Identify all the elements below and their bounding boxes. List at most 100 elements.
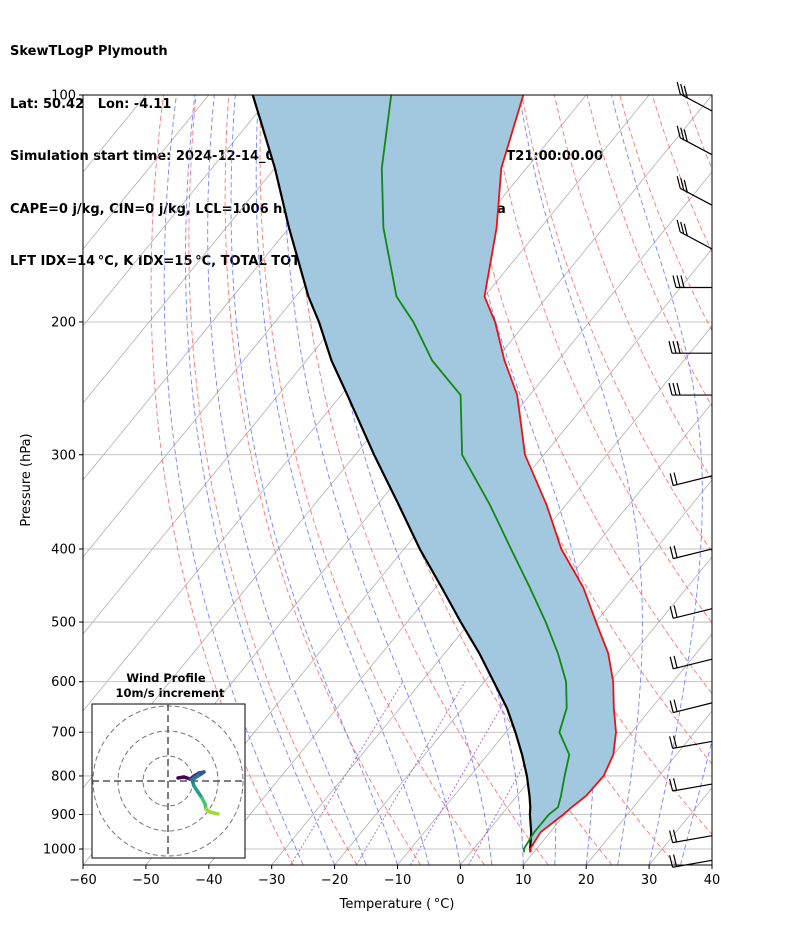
dry-adiabat — [619, 95, 712, 332]
dewpoint-line — [380, 95, 571, 853]
wind-barb-feather — [669, 700, 674, 713]
parcel-profile-line — [251, 95, 533, 853]
y-tick-label: 400 — [51, 542, 76, 557]
mixing-ratio-line — [355, 681, 466, 865]
moist-adiabat — [611, 95, 703, 865]
wind-barb-feather — [672, 275, 677, 288]
wind-barb-staff — [673, 548, 713, 560]
isotherm-line — [648, 787, 712, 865]
parcel-shading — [252, 95, 617, 853]
wind-barb-staff — [672, 835, 713, 844]
wind-barb-feather — [669, 473, 674, 486]
x-tick-label: −60 — [69, 873, 96, 888]
y-axis-label: Pressure (hPa) — [19, 433, 34, 526]
wind-barb-staff — [673, 702, 713, 714]
wind-barb — [676, 125, 713, 156]
wind-barb-feather — [673, 699, 678, 712]
x-tick-label: −10 — [384, 873, 411, 888]
wind-barb-feather — [672, 341, 677, 354]
wind-barb-feather — [673, 545, 678, 558]
wind-barb — [668, 382, 712, 396]
y-tick-label: 600 — [51, 675, 76, 690]
wind-barb-feather — [669, 656, 674, 669]
dry-adiabat — [750, 95, 794, 865]
wind-barb-staff — [672, 859, 713, 868]
isotherm-line — [397, 479, 712, 865]
wind-barb-feather — [669, 546, 674, 559]
y-tick-label: 800 — [51, 769, 76, 784]
dry-adiabat — [717, 95, 794, 865]
wind-barb — [669, 605, 713, 619]
wind-barb-feather — [672, 829, 678, 843]
moist-adiabat — [230, 95, 398, 865]
wind-barb — [676, 81, 713, 112]
dry-adiabat — [150, 95, 294, 865]
dry-adiabat — [293, 95, 549, 865]
wind-barb — [676, 176, 713, 206]
wind-barb-feather — [673, 472, 678, 485]
wind-barb-staff — [673, 475, 713, 487]
wind-barb-feather — [676, 341, 681, 354]
location-line: Lat: 50.42 Lon: -4.11 — [10, 96, 172, 112]
wind-barb-staff — [679, 93, 713, 112]
isotherm-line — [271, 325, 712, 865]
wind-barb-feather — [668, 382, 673, 396]
isotherm-line — [83, 95, 84, 96]
y-tick-label: 1000 — [43, 843, 76, 858]
x-tick-label: 10 — [515, 873, 532, 888]
wind-barb-feather — [680, 275, 685, 288]
y-tick-label: 100 — [51, 89, 76, 104]
hodograph-body — [92, 704, 245, 858]
wind-barb-feather — [676, 176, 681, 189]
mixing-ratio-line — [290, 681, 404, 865]
wind-barb — [668, 341, 712, 354]
moist-adiabat — [518, 95, 643, 865]
mixing-ratio-line — [410, 681, 517, 865]
dry-adiabat — [488, 95, 712, 624]
dry-adiabat — [224, 95, 422, 865]
wind-barb-feather — [672, 382, 677, 396]
wind-barb-feather — [676, 275, 681, 288]
isotherm-line — [585, 710, 712, 865]
wind-barb-feather — [676, 81, 681, 95]
wind-barb-feather — [683, 85, 688, 98]
wind-barb — [672, 275, 712, 289]
x-tick-label: −40 — [195, 873, 222, 888]
wind-barb — [669, 735, 713, 749]
wind-barb — [669, 545, 713, 560]
wind-barb — [669, 655, 713, 670]
wind-barb-staff — [672, 740, 713, 749]
moist-adiabat — [207, 95, 367, 865]
y-tick-label: 300 — [51, 448, 76, 463]
wind-barb — [669, 778, 713, 792]
wind-barb-feather — [683, 223, 688, 236]
isotherm-line — [334, 402, 712, 865]
x-axis-label: Temperature ( °C) — [339, 897, 455, 912]
x-tick-label: 0 — [456, 873, 464, 888]
hodograph-segment — [208, 810, 220, 816]
wind-barb-feather — [669, 606, 674, 619]
wind-barb-feather — [676, 125, 681, 138]
x-tick-label: −50 — [132, 873, 159, 888]
wind-barb-feather — [680, 221, 685, 235]
moist-adiabat — [283, 95, 461, 865]
wind-barb-staff — [673, 608, 713, 619]
inset-title: Wind Profile — [126, 671, 206, 685]
x-tick-label: −20 — [321, 873, 348, 888]
dry-adiabat — [783, 95, 794, 865]
wind-barb-feather — [680, 178, 685, 191]
wind-barb — [676, 219, 713, 250]
x-tick-label: 40 — [704, 873, 721, 888]
inset-subtitle: 10m/s increment — [116, 686, 225, 700]
wind-barb-feather — [672, 735, 678, 748]
wind-barb-feather — [683, 179, 688, 193]
wind-barb-feather — [669, 778, 674, 792]
x-tick-label: 20 — [578, 873, 595, 888]
wind-barb-feather — [676, 219, 681, 233]
y-tick-label: 900 — [51, 808, 76, 823]
y-tick-label: 200 — [51, 315, 76, 330]
y-tick-label: 700 — [51, 726, 76, 741]
moist-adiabat — [744, 95, 794, 865]
wind-barb — [669, 472, 713, 487]
